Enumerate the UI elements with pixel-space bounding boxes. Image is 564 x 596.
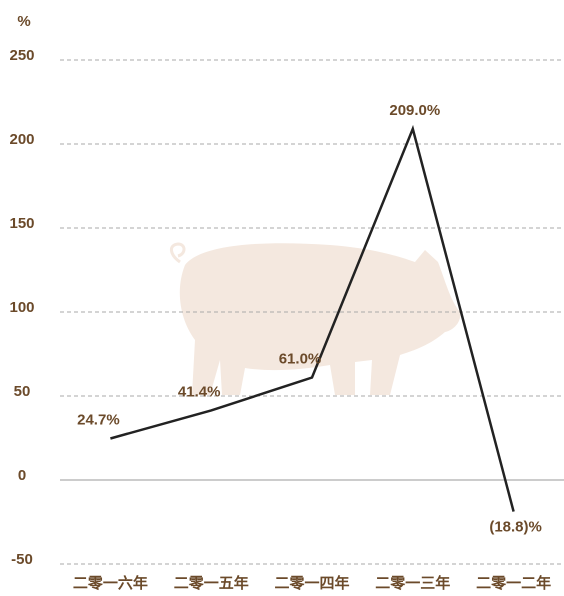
value-label: 61.0%	[279, 350, 322, 367]
y-tick-label: 250	[9, 47, 34, 64]
x-tick-label: 二零一四年	[274, 574, 349, 592]
y-tick-label: -50	[11, 551, 33, 568]
pig-silhouette	[170, 242, 461, 395]
y-tick-label: 150	[9, 215, 34, 232]
y-tick-label: 200	[9, 131, 34, 148]
y-tick-label: 0	[18, 467, 26, 484]
value-label: 209.0%	[389, 102, 440, 119]
value-label: (18.8)%	[489, 519, 542, 536]
y-axis-label: %	[17, 13, 30, 30]
value-label: 41.4%	[178, 383, 221, 400]
line	[110, 124, 515, 512]
x-tick-label: 二零一五年	[174, 574, 249, 592]
y-tick-label: 50	[14, 383, 31, 400]
y-tick-label: 100	[9, 299, 34, 316]
value-label: 24.7%	[77, 411, 120, 428]
x-tick-label: 二零一六年	[73, 574, 148, 592]
x-tick-label: 二零一三年	[375, 574, 450, 592]
x-tick-label: 二零一二年	[476, 574, 551, 592]
